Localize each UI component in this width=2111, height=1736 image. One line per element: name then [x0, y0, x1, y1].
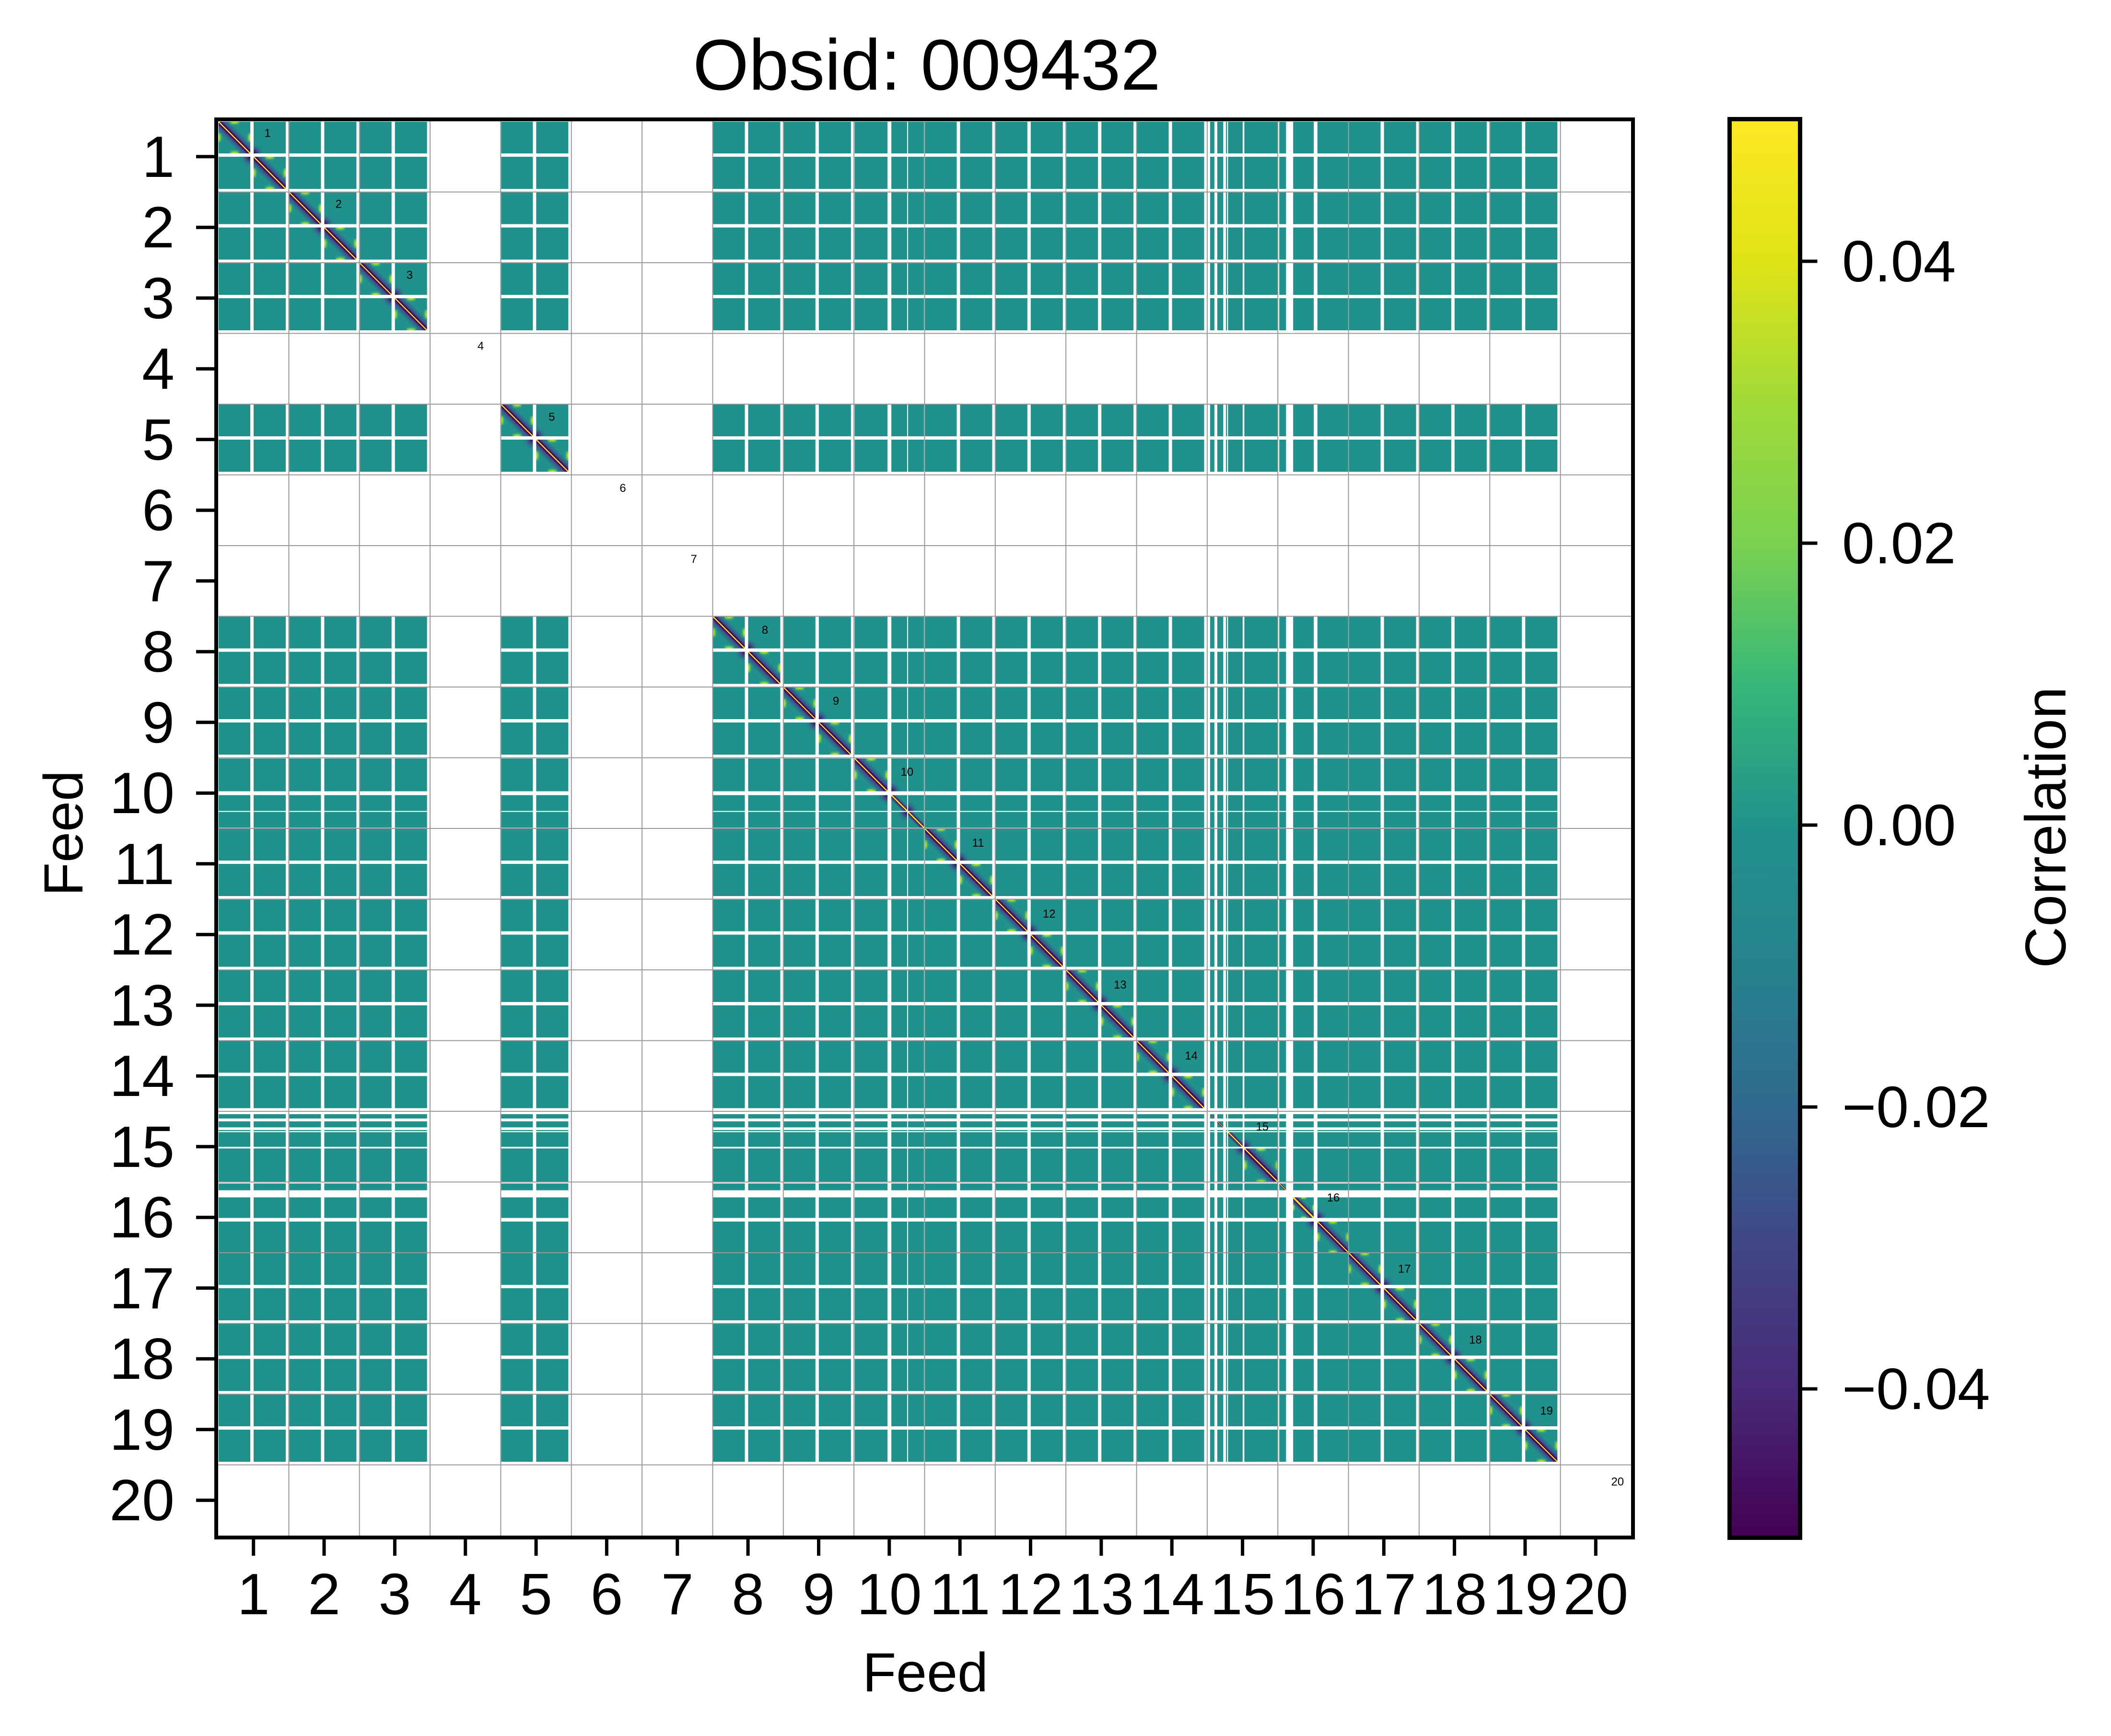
- svg-text:15: 15: [1256, 1120, 1269, 1133]
- svg-text:17: 17: [109, 1256, 175, 1321]
- svg-text:16: 16: [109, 1185, 175, 1250]
- svg-text:19: 19: [1540, 1404, 1553, 1417]
- svg-text:14: 14: [109, 1043, 175, 1108]
- svg-text:3: 3: [142, 266, 175, 331]
- svg-text:12: 12: [109, 902, 175, 967]
- svg-text:18: 18: [1469, 1333, 1482, 1346]
- svg-text:10: 10: [900, 766, 913, 779]
- svg-text:12: 12: [998, 1561, 1063, 1627]
- svg-text:5: 5: [520, 1561, 552, 1627]
- svg-text:Obsid: 009432: Obsid: 009432: [693, 24, 1161, 105]
- svg-text:Feed: Feed: [33, 770, 94, 896]
- svg-text:10: 10: [109, 760, 175, 826]
- svg-text:8: 8: [762, 624, 768, 637]
- svg-text:1: 1: [237, 1561, 270, 1627]
- svg-text:16: 16: [1281, 1561, 1346, 1627]
- svg-text:18: 18: [109, 1326, 175, 1391]
- svg-text:17: 17: [1351, 1561, 1416, 1627]
- svg-text:1: 1: [264, 127, 270, 140]
- svg-text:0.04: 0.04: [1842, 229, 1956, 294]
- svg-text:13: 13: [109, 973, 175, 1038]
- svg-text:4: 4: [142, 336, 175, 401]
- svg-text:9: 9: [142, 690, 175, 755]
- svg-text:13: 13: [1069, 1561, 1134, 1627]
- svg-text:3: 3: [378, 1561, 411, 1627]
- svg-text:9: 9: [803, 1561, 835, 1627]
- svg-text:19: 19: [109, 1397, 175, 1462]
- svg-text:19: 19: [1493, 1561, 1558, 1627]
- svg-text:5: 5: [548, 411, 555, 424]
- svg-text:15: 15: [109, 1114, 175, 1179]
- svg-text:13: 13: [1114, 979, 1127, 991]
- svg-text:4: 4: [449, 1561, 482, 1627]
- svg-text:7: 7: [691, 553, 697, 566]
- svg-text:6: 6: [590, 1561, 623, 1627]
- svg-text:20: 20: [1563, 1561, 1628, 1627]
- svg-text:17: 17: [1398, 1262, 1411, 1275]
- svg-text:−0.04: −0.04: [1842, 1356, 1990, 1421]
- svg-text:2: 2: [336, 198, 342, 211]
- svg-text:18: 18: [1422, 1561, 1487, 1627]
- svg-text:11: 11: [930, 1561, 991, 1627]
- svg-text:15: 15: [1210, 1561, 1275, 1627]
- svg-text:0.02: 0.02: [1842, 511, 1956, 576]
- svg-text:14: 14: [1185, 1049, 1198, 1062]
- svg-text:20: 20: [1611, 1475, 1624, 1488]
- svg-text:−0.02: −0.02: [1842, 1074, 1990, 1140]
- svg-text:11: 11: [114, 831, 175, 897]
- svg-text:Feed: Feed: [863, 1642, 988, 1703]
- svg-text:6: 6: [142, 478, 175, 543]
- svg-text:0.00: 0.00: [1842, 792, 1956, 858]
- svg-text:7: 7: [142, 548, 175, 614]
- svg-text:5: 5: [142, 407, 175, 472]
- svg-text:1: 1: [142, 124, 175, 189]
- svg-text:11: 11: [972, 837, 984, 850]
- svg-text:10: 10: [857, 1561, 922, 1627]
- svg-text:Correlation: Correlation: [2014, 687, 2078, 968]
- svg-text:16: 16: [1327, 1191, 1340, 1204]
- svg-text:3: 3: [407, 269, 413, 282]
- svg-text:9: 9: [833, 695, 839, 708]
- svg-text:8: 8: [732, 1561, 764, 1627]
- svg-text:8: 8: [142, 619, 175, 684]
- svg-text:4: 4: [478, 340, 484, 353]
- svg-text:20: 20: [109, 1468, 175, 1533]
- svg-text:6: 6: [619, 482, 626, 495]
- svg-text:2: 2: [308, 1561, 340, 1627]
- svg-text:14: 14: [1139, 1561, 1204, 1627]
- svg-text:7: 7: [661, 1561, 694, 1627]
- svg-text:2: 2: [142, 195, 175, 260]
- svg-text:12: 12: [1043, 908, 1056, 920]
